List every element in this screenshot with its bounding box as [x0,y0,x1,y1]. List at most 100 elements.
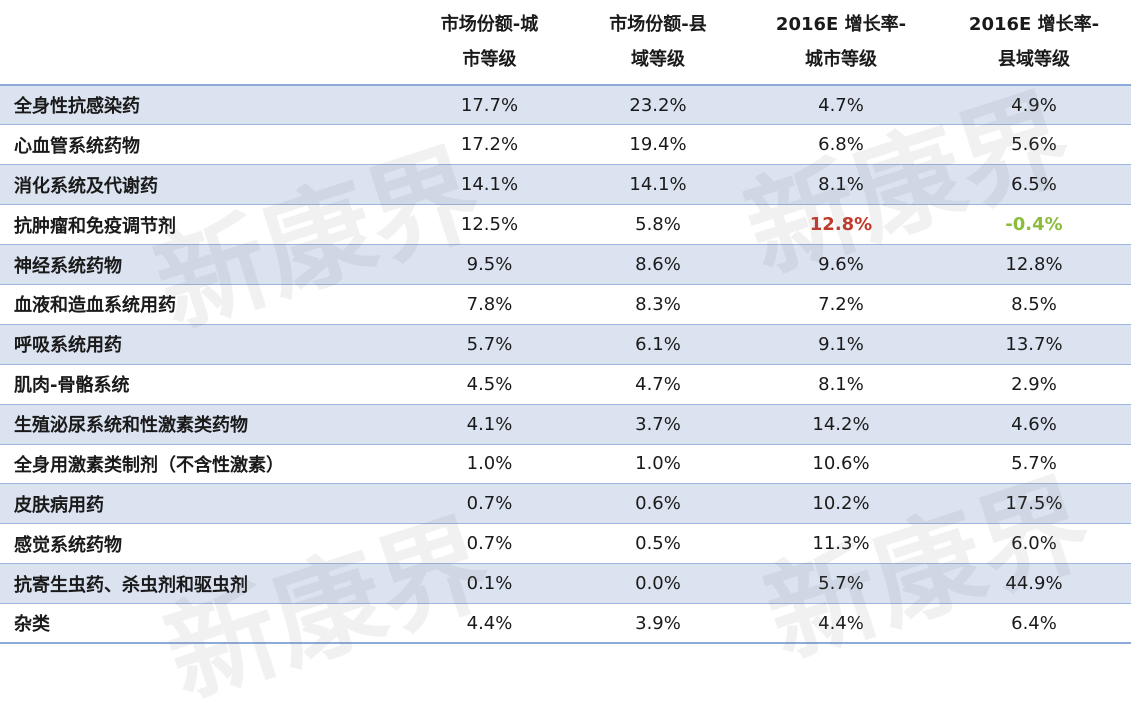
row-category-label: 呼吸系统用药 [0,324,408,365]
market-share-table: 市场份额-城 市等级 市场份额-县 域等级 2016E 增长率- 城市等级 20… [0,0,1131,645]
table-cell-value: 5.6% [937,124,1131,166]
table-cell-value: 0.7% [408,483,571,525]
row-category-label: 抗肿瘤和免疫调节剂 [0,204,408,246]
table-cell-value: 5.7% [745,563,937,605]
table-row: 感觉系统药物 0.7% 0.5% 11.3% 6.0% [0,523,1131,565]
table-row: 全身用激素类制剂（不含性激素） 1.0% 1.0% 10.6% 5.7% [0,444,1131,485]
table-cell-value: 0.5% [571,523,745,565]
header-line: 市场份额-县 [609,14,707,35]
header-county-growth: 2016E 增长率- 县域等级 [937,0,1131,86]
table-cell-value: 7.8% [408,284,571,325]
table-cell-value: 6.1% [571,324,745,365]
header-line: 市等级 [462,49,517,70]
row-category-label: 抗寄生虫药、杀虫剂和驱虫剂 [0,563,408,605]
table-cell-value: -0.4% [937,204,1131,246]
row-category-label: 全身用激素类制剂（不含性激素） [0,444,408,485]
table-cell-value: 0.7% [408,523,571,565]
table-row: 消化系统及代谢药 14.1% 14.1% 8.1% 6.5% [0,164,1131,206]
table-cell-value: 4.4% [408,603,571,645]
table-row: 皮肤病用药 0.7% 0.6% 10.2% 17.5% [0,483,1131,525]
table-cell-value: 5.8% [571,204,745,246]
table-body: 全身性抗感染药 17.7% 23.2% 4.7% 4.9% 心血管系统药物 17.2% 19.… [0,85,1131,645]
table-cell-value: 23.2% [571,85,745,126]
table-cell-value: 10.6% [745,444,937,485]
table-cell-value: 14.2% [745,404,937,445]
table-row: 全身性抗感染药 17.7% 23.2% 4.7% 4.9% [0,85,1131,126]
header-line: 2016E 增长率- [775,14,907,35]
table-cell-value: 19.4% [571,124,745,166]
table-cell-value: 4.5% [408,364,571,405]
table-cell-value: 7.2% [745,284,937,325]
table-cell-value: 8.5% [937,284,1131,325]
table-cell-value: 9.6% [745,244,937,285]
table-cell-value: 8.1% [745,364,937,405]
table-cell-value: 8.6% [571,244,745,285]
table-cell-value: 17.5% [937,483,1131,525]
table-cell-value: 6.4% [937,603,1131,645]
table-cell-value: 6.0% [937,523,1131,565]
table-cell-value: 4.4% [745,603,937,645]
table-row: 神经系统药物 9.5% 8.6% 9.6% 12.8% [0,244,1131,285]
table-header-row: 市场份额-城 市等级 市场份额-县 域等级 2016E 增长率- 城市等级 20… [0,0,1131,86]
table-cell-value: 3.9% [571,603,745,645]
table-cell-value: 5.7% [408,324,571,365]
table-cell-value: 0.0% [571,563,745,605]
table-cell-value: 6.8% [745,124,937,166]
table-cell-value: 8.3% [571,284,745,325]
table-cell-value: 1.0% [571,444,745,485]
table-cell-value: 4.7% [571,364,745,405]
table-cell-value: 3.7% [571,404,745,445]
row-category-label: 生殖泌尿系统和性激素类药物 [0,404,408,445]
header-line: 域等级 [631,49,685,70]
table-cell-value: 12.5% [408,204,571,246]
table-cell-value: 17.7% [408,85,571,126]
table-cell-value: 6.5% [937,164,1131,206]
row-category-label: 感觉系统药物 [0,523,408,565]
header-line: 2016E 增长率- [968,14,1100,35]
table-row: 肌肉-骨骼系统 4.5% 4.7% 8.1% 2.9% [0,364,1131,405]
table-row: 血液和造血系统用药 7.8% 8.3% 7.2% 8.5% [0,284,1131,325]
table-cell-value: 14.1% [408,164,571,206]
table-cell-value: 4.6% [937,404,1131,445]
table-row: 呼吸系统用药 5.7% 6.1% 9.1% 13.7% [0,324,1131,365]
table-cell-value: 12.8% [745,204,937,246]
table-cell-value: 2.9% [937,364,1131,405]
table-cell-value: 8.1% [745,164,937,206]
table-cell-value: 44.9% [937,563,1131,605]
header-line: 城市等级 [805,49,877,70]
header-city-growth: 2016E 增长率- 城市等级 [745,0,937,86]
table-cell-value: 12.8% [937,244,1131,285]
table-cell-value: 4.7% [745,85,937,126]
row-category-label: 杂类 [0,603,408,645]
header-line: 市场份额-城 [440,14,539,35]
table-row: 抗肿瘤和免疫调节剂 12.5% 5.8% 12.8% -0.4% [0,204,1131,246]
table-cell-value: 5.7% [937,444,1131,485]
table-row: 心血管系统药物 17.2% 19.4% 6.8% 5.6% [0,124,1131,166]
row-category-label: 肌肉-骨骼系统 [0,364,408,405]
header-city-share: 市场份额-城 市等级 [408,0,571,86]
header-line: 县域等级 [998,49,1070,70]
row-category-label: 消化系统及代谢药 [0,164,408,206]
table-cell-value: 9.5% [408,244,571,285]
table-cell-value: 1.0% [408,444,571,485]
table-cell-value: 4.1% [408,404,571,445]
table-cell-value: 4.9% [937,85,1131,126]
table-cell-value: 10.2% [745,483,937,525]
table-cell-value: 14.1% [571,164,745,206]
table-row: 生殖泌尿系统和性激素类药物 4.1% 3.7% 14.2% 4.6% [0,404,1131,445]
table-cell-value: 0.6% [571,483,745,525]
row-category-label: 皮肤病用药 [0,483,408,525]
row-category-label: 神经系统药物 [0,244,408,285]
table-row: 杂类 4.4% 3.9% 4.4% 6.4% [0,603,1131,645]
table-cell-value: 13.7% [937,324,1131,365]
table-cell-value: 9.1% [745,324,937,365]
header-category [0,0,408,86]
header-county-share: 市场份额-县 域等级 [571,0,745,86]
row-category-label: 心血管系统药物 [0,124,408,166]
table-cell-value: 17.2% [408,124,571,166]
table-cell-value: 11.3% [745,523,937,565]
table-row: 抗寄生虫药、杀虫剂和驱虫剂 0.1% 0.0% 5.7% 44.9% [0,563,1131,605]
table-cell-value: 0.1% [408,563,571,605]
row-category-label: 全身性抗感染药 [0,85,408,126]
